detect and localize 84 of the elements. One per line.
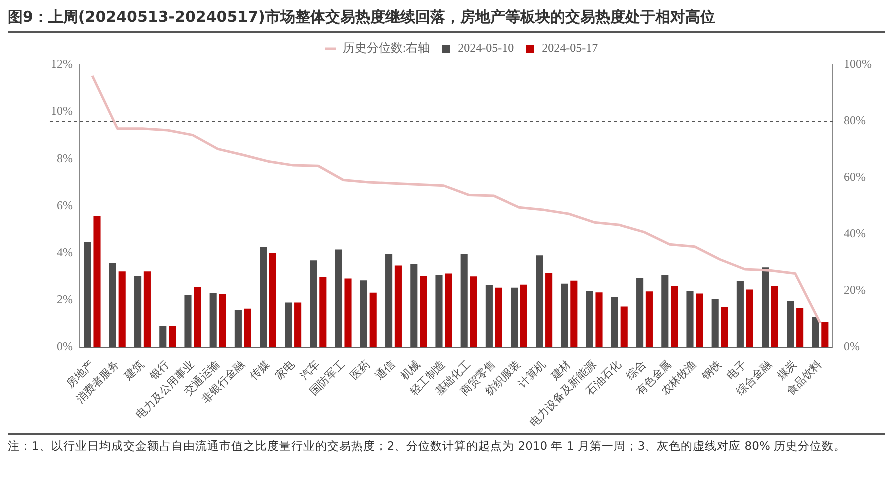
x-tick-label: 医药 — [348, 358, 373, 383]
bar — [134, 276, 142, 348]
bar — [370, 292, 377, 348]
bar — [495, 288, 502, 348]
bar — [445, 274, 452, 348]
bar — [169, 326, 176, 348]
bar — [260, 246, 268, 348]
y2-tick-label: 60% — [844, 170, 866, 184]
bar — [671, 286, 678, 348]
bar — [109, 263, 116, 348]
bar — [762, 268, 770, 348]
bar — [285, 302, 292, 348]
bar — [787, 302, 794, 348]
y-tick-label: 8% — [56, 151, 73, 166]
bar — [160, 326, 167, 348]
bar — [94, 216, 101, 348]
bar — [620, 306, 628, 348]
legend-label: 历史分位数:右轴 — [342, 41, 430, 56]
bar — [118, 272, 126, 348]
bar — [536, 256, 544, 348]
text: 注：1、以行业日均成交金额占自由流通市值之比度量行业的交易热度；2、分位数计算的起点为 2010 年 1 月第一周；3、灰色的虚线对应 80% 历史分位数。 — [8, 439, 848, 454]
bar — [646, 292, 653, 348]
x-tick-label: 钢铁 — [698, 358, 724, 384]
bar — [410, 264, 418, 348]
bar — [586, 290, 594, 348]
y-tick-label: 4% — [56, 245, 73, 260]
x-tick-label: 传媒 — [248, 358, 272, 383]
bar — [460, 254, 468, 348]
bar — [234, 310, 242, 348]
legend-label: 2024-05-10 — [458, 41, 514, 56]
bar — [144, 272, 151, 348]
x-tick-label: 建筑 — [121, 358, 147, 384]
bar — [546, 273, 553, 348]
bar — [771, 286, 778, 348]
bar — [219, 294, 226, 348]
bar — [436, 275, 443, 348]
y2-tick-label: 20% — [844, 283, 866, 298]
bar — [511, 288, 518, 348]
bar — [470, 276, 478, 348]
bar — [244, 308, 252, 348]
y-tick-label: 10% — [50, 104, 73, 118]
y-tick-label: 12% — [50, 57, 73, 72]
y-tick-label: 6% — [56, 198, 73, 212]
bar — [812, 317, 820, 348]
bar — [570, 280, 578, 348]
bar — [746, 290, 754, 348]
bar — [269, 253, 276, 348]
legend-label: 2024-05-17 — [542, 41, 598, 56]
y2-tick-label: 100% — [844, 57, 872, 72]
bar — [712, 299, 719, 348]
bar — [84, 242, 92, 348]
bar — [696, 294, 704, 348]
bar — [335, 250, 342, 348]
bar — [210, 293, 217, 348]
bar — [796, 308, 804, 348]
bar — [561, 284, 568, 348]
y-tick-label: 0% — [56, 340, 73, 354]
bar — [294, 302, 302, 348]
bar — [194, 287, 202, 348]
bar — [344, 278, 352, 348]
x-tick-label: 通信 — [373, 358, 398, 383]
y2-tick-label: 0% — [844, 340, 860, 354]
bar — [320, 277, 327, 348]
bar — [486, 285, 493, 348]
bar — [386, 254, 393, 348]
bar — [822, 322, 829, 348]
bar — [721, 307, 728, 348]
chart-title: 图9：上周(20240513-20240517)市场整体交易热度继续回落，房地产等板块的交易热度处于相对高位 — [8, 8, 885, 33]
bar — [394, 266, 402, 348]
y-tick-label: 2% — [56, 292, 73, 307]
bar — [310, 260, 318, 348]
bar — [662, 274, 669, 348]
bar — [596, 292, 603, 348]
bar — [360, 280, 368, 348]
bar — [184, 294, 192, 348]
y2-tick-label: 40% — [844, 226, 866, 241]
bar — [520, 284, 528, 348]
y2-tick-label: 80% — [844, 114, 866, 128]
bar — [611, 297, 618, 348]
x-tick-label: 家电 — [272, 358, 298, 383]
bar — [736, 282, 744, 348]
bar — [686, 290, 694, 348]
bar — [420, 276, 428, 348]
bar — [636, 278, 644, 348]
